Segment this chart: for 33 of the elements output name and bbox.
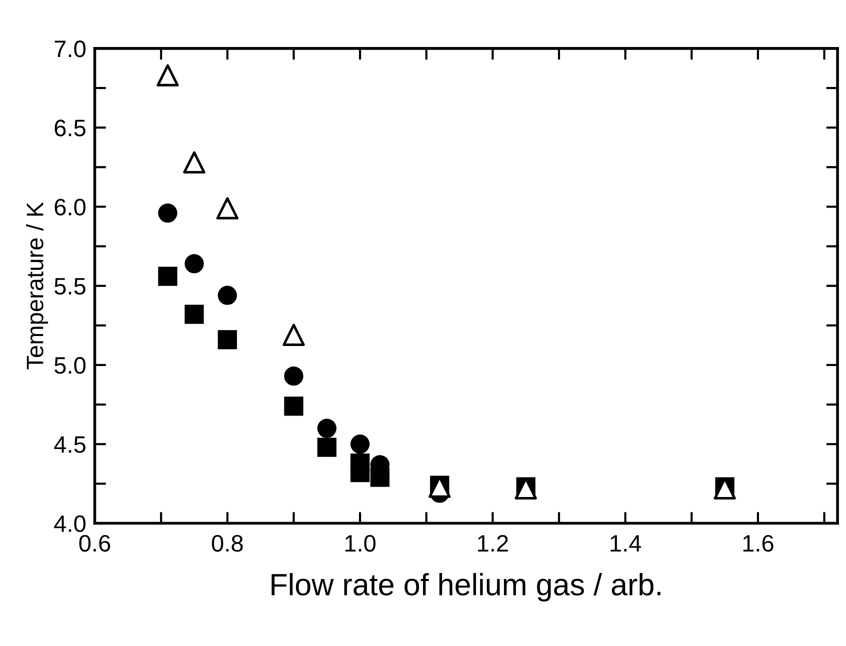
x-tick-label: 1.0 (345, 534, 376, 552)
y-tick-label: 5.0 (54, 357, 86, 374)
point (183, 151, 206, 174)
point (218, 286, 237, 305)
y-tick-label: 5.5 (54, 278, 86, 295)
point (184, 254, 204, 274)
y-axis-title: Temperature / K (26, 202, 48, 370)
y-tick-label: 6.5 (54, 120, 86, 136)
point (184, 304, 204, 324)
x-tick-label: 1.4 (610, 535, 642, 552)
x-tick-label: 0.8 (212, 534, 243, 552)
point (317, 438, 336, 457)
point (158, 203, 178, 223)
x-axis-title: Flow rate of helium gas / arb. (272, 573, 660, 602)
point (156, 64, 179, 86)
point (284, 366, 304, 386)
point (350, 434, 370, 454)
point (514, 477, 537, 500)
point (350, 463, 370, 482)
y-tick-label: 7.0 (54, 40, 86, 58)
y-tick-label: 6.0 (54, 198, 86, 216)
point (317, 418, 336, 438)
x-tick-label: 0.6 (79, 534, 110, 552)
point (714, 477, 736, 500)
x-tick-label: 1.6 (743, 534, 774, 552)
point (284, 396, 304, 416)
point (218, 330, 237, 350)
point (282, 324, 305, 346)
point (216, 197, 238, 220)
y-tick-label: 4.0 (54, 515, 86, 532)
y-tick-label: 4.5 (54, 436, 86, 453)
x-tick-label: 1.2 (478, 534, 508, 552)
point (158, 266, 178, 286)
